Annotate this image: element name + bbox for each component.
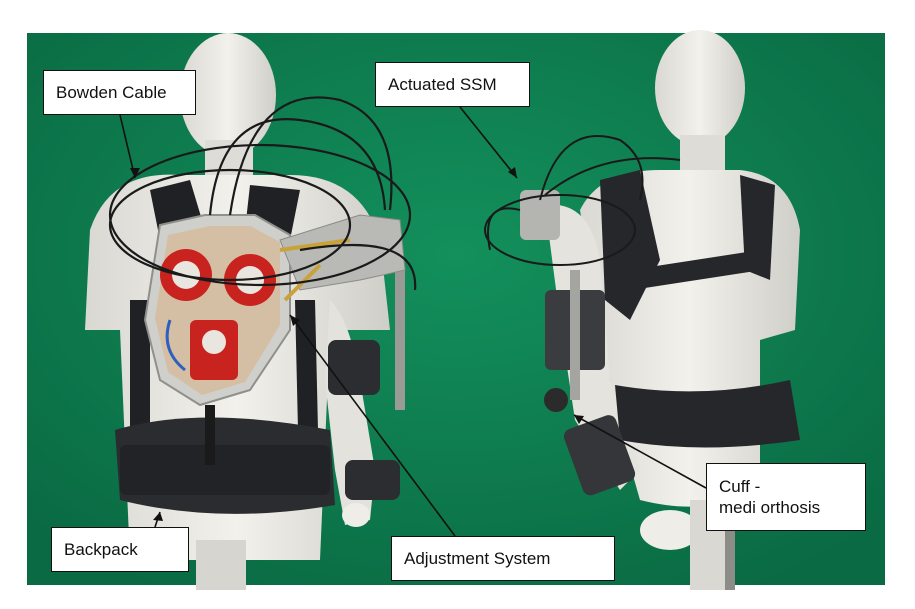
label-cuff-text-block: Cuff - medi orthosis: [719, 476, 820, 518]
label-backpack: Backpack: [51, 527, 189, 572]
label-cuff-line2: medi orthosis: [719, 498, 821, 517]
right-head: [655, 30, 745, 146]
label-adjustment-system: Adjustment System: [391, 536, 615, 581]
left-head: [180, 33, 276, 157]
cuff-orthosis: [563, 415, 636, 496]
label-actuated-ssm-text: Actuated SSM: [388, 75, 497, 94]
arrow-ssm: [459, 106, 518, 179]
left-mannequin: [85, 33, 417, 590]
label-cuff-line1: Cuff -: [719, 477, 761, 496]
label-adjustment-system-text: Adjustment System: [404, 549, 551, 568]
arrow-adjust: [289, 314, 456, 537]
arrow-cuff: [573, 414, 707, 489]
right-mannequin: [484, 30, 800, 590]
label-backpack-text: Backpack: [64, 540, 138, 559]
label-actuated-ssm: Actuated SSM: [375, 62, 530, 107]
label-bowden-cable: Bowden Cable: [43, 70, 196, 115]
label-bowden-cable-text: Bowden Cable: [56, 83, 167, 102]
arrow-bowden: [119, 114, 136, 179]
label-cuff-medi-orthosis: Cuff - medi orthosis: [706, 463, 866, 531]
